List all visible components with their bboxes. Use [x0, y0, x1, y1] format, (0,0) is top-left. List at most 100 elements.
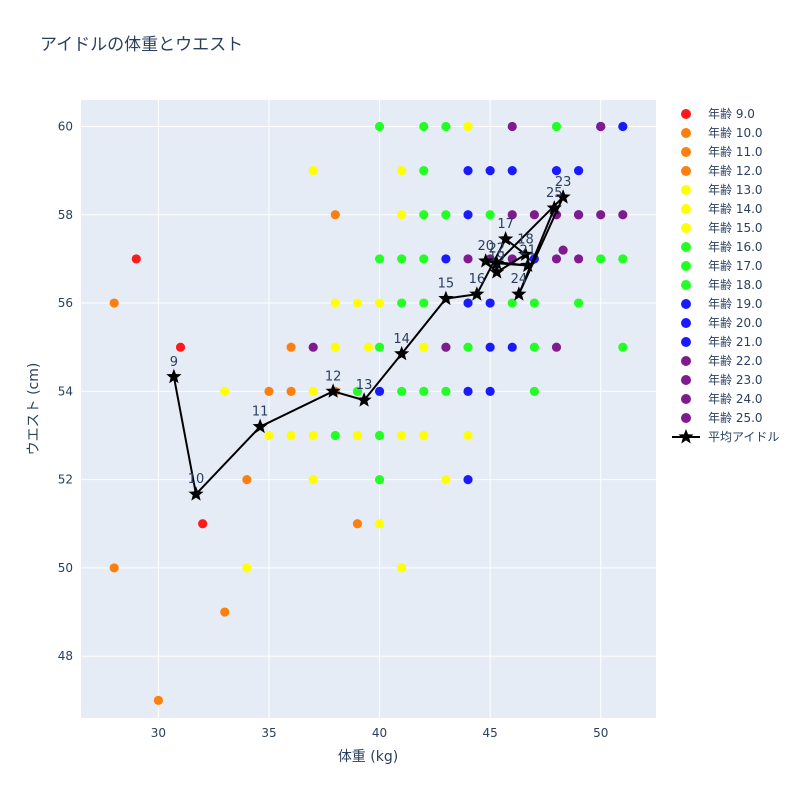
data-point	[463, 386, 473, 396]
mean-point-label: 10	[188, 472, 205, 487]
legend-label: 年齢 21.0	[708, 334, 763, 349]
legend-label: 年齢 17.0	[708, 258, 763, 273]
mean-point-star	[489, 255, 505, 270]
data-point	[374, 430, 385, 441]
data-point	[529, 386, 539, 396]
legend-item[interactable]: 年齢 17.0	[681, 258, 763, 273]
y-axis-title: ウエスト (cm)	[26, 363, 42, 456]
legend-item[interactable]: 年齢 10.0	[681, 125, 763, 140]
data-point	[618, 342, 628, 352]
data-point	[397, 386, 407, 396]
legend-item[interactable]: 年齢 21.0	[681, 334, 763, 349]
legend-marker	[681, 394, 691, 404]
legend-label: 年齢 9.0	[708, 106, 755, 121]
x-tick-label: 40	[372, 726, 387, 740]
mean-point-star	[188, 486, 204, 501]
data-point	[374, 121, 385, 132]
chart-title: アイドルの体重とウエスト	[40, 35, 243, 55]
mean-point-star	[325, 383, 341, 398]
legend-item[interactable]: 年齢 12.0	[681, 163, 763, 178]
legend-label: 年齢 19.0	[708, 296, 763, 311]
legend-label: 年齢 20.0	[708, 315, 763, 330]
data-point	[618, 210, 628, 220]
data-point	[363, 342, 374, 352]
legend[interactable]: 年齢 9.0 年齢 10.0 年齢 11.0 年齢 12.0 年齢 13.0 年齢 14.…	[672, 106, 779, 444]
legend-item[interactable]: 年齢 13.0	[681, 182, 763, 197]
data-point	[618, 254, 628, 264]
legend-item[interactable]: 年齢 24.0	[681, 391, 763, 406]
legend-item[interactable]: 年齢 22.0	[681, 353, 763, 368]
y-tick-label: 52	[58, 473, 73, 487]
mean-point-label: 22	[488, 241, 505, 256]
legend-item[interactable]: 平均アイドル	[672, 429, 779, 444]
data-point	[551, 254, 562, 264]
legend-marker	[681, 337, 691, 347]
legend-marker	[681, 147, 691, 157]
legend-item[interactable]: 年齢 20.0	[681, 315, 763, 330]
data-point	[330, 210, 340, 220]
legend-item[interactable]: 年齢 9.0	[681, 106, 755, 121]
data-point	[463, 121, 473, 132]
data-point	[463, 254, 473, 264]
mean-point-label: 23	[555, 175, 572, 190]
data-point	[286, 386, 296, 396]
data-point	[374, 519, 385, 529]
data-point	[264, 386, 274, 396]
legend-star	[678, 429, 694, 444]
data-point	[397, 430, 407, 441]
data-point	[618, 121, 628, 132]
x-tick-label: 45	[482, 726, 497, 740]
legend-marker	[681, 318, 691, 328]
mean-point-star	[511, 286, 527, 301]
data-point	[330, 342, 340, 352]
mean-point-star	[469, 286, 485, 301]
legend-item[interactable]: 年齢 18.0	[681, 277, 763, 292]
data-point	[286, 430, 296, 441]
data-point	[485, 210, 495, 220]
scatter-points	[109, 121, 628, 705]
data-point	[397, 166, 407, 176]
data-point	[419, 430, 429, 441]
mean-point-star	[356, 392, 372, 407]
y-tick-label: 50	[58, 561, 73, 575]
legend-item[interactable]: 年齢 14.0	[681, 201, 763, 216]
data-point	[220, 607, 230, 617]
legend-marker	[681, 109, 691, 119]
legend-marker	[681, 242, 691, 252]
legend-label: 年齢 11.0	[708, 144, 763, 159]
mean-point-star	[252, 418, 268, 434]
mean-point-star	[166, 368, 182, 384]
legend-item[interactable]: 年齢 25.0	[681, 410, 763, 425]
data-point	[220, 386, 230, 396]
data-point	[573, 298, 584, 308]
legend-item[interactable]: 年齢 16.0	[681, 239, 763, 254]
data-point	[153, 695, 164, 705]
legend-label: 年齢 10.0	[708, 125, 763, 140]
data-point	[551, 342, 562, 352]
data-point	[242, 475, 252, 485]
data-point	[397, 210, 407, 220]
data-point	[352, 430, 363, 441]
legend-marker	[681, 128, 691, 138]
mean-point-label: 24	[511, 272, 528, 287]
legend-marker	[681, 280, 691, 290]
mean-point-star	[489, 264, 505, 279]
data-point	[397, 254, 407, 264]
mean-point-label: 16	[469, 272, 486, 287]
legend-item[interactable]: 年齢 11.0	[681, 144, 763, 159]
data-point	[507, 210, 517, 220]
mean-point-star	[555, 189, 571, 204]
legend-item[interactable]: 年齢 19.0	[681, 296, 763, 311]
legend-label: 年齢 24.0	[708, 391, 763, 406]
legend-item[interactable]: 年齢 23.0	[681, 372, 763, 387]
data-point	[558, 245, 568, 255]
data-point	[419, 121, 429, 132]
data-point	[485, 166, 495, 176]
legend-item[interactable]: 年齢 15.0	[681, 220, 763, 235]
data-point	[463, 166, 473, 176]
data-point	[175, 342, 186, 352]
mean-point-label: 25	[546, 186, 563, 201]
data-point	[463, 342, 473, 352]
y-tick-label: 48	[58, 649, 73, 663]
